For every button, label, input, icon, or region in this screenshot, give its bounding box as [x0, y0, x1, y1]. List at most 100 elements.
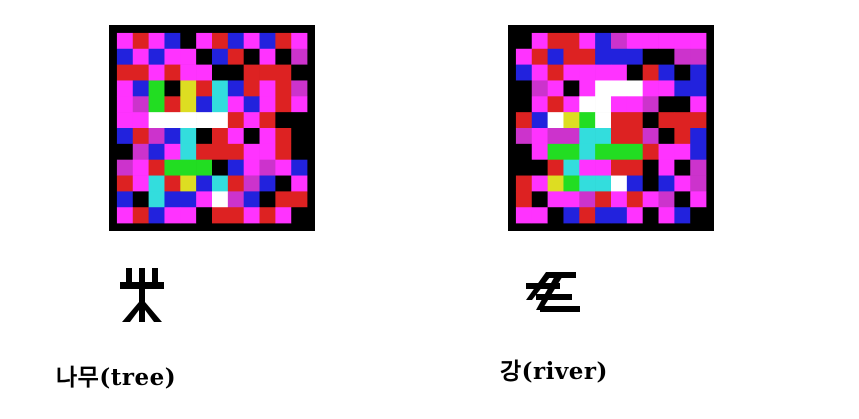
mosaic-cell: [164, 32, 181, 50]
mosaic-cell: [164, 159, 181, 176]
mosaic-cell: [515, 191, 533, 208]
mosaic-cell: [595, 128, 612, 145]
mosaic-cell: [674, 191, 691, 208]
mosaic-cell: [579, 143, 596, 160]
mosaic-cell: [243, 143, 260, 160]
mosaic-cell: [243, 48, 260, 65]
mosaic-cell: [626, 128, 643, 145]
mosaic-cell: [259, 96, 276, 113]
mosaic-cell: [180, 32, 197, 50]
mosaic-cell: [595, 48, 612, 65]
mosaic-cell: [259, 143, 276, 160]
mosaic-cell: [243, 80, 260, 97]
mosaic-cell: [563, 80, 580, 97]
mosaic-cell: [212, 191, 229, 208]
mosaic-cell: [164, 128, 181, 145]
mosaic-cell: [547, 80, 564, 97]
mosaic-cell: [180, 48, 197, 65]
mosaic-cell: [563, 143, 580, 160]
mosaic-cell: [563, 64, 580, 81]
mosaic-cell: [690, 128, 707, 145]
mosaic-cell: [180, 96, 197, 113]
mosaic-cell: [611, 32, 628, 50]
mosaic-cell: [180, 191, 197, 208]
mosaic-cell: [227, 64, 244, 81]
mosaic-cell: [148, 112, 165, 129]
mosaic-cell: [164, 175, 181, 192]
mosaic-cell: [515, 64, 533, 81]
mosaic-cell: [515, 159, 533, 176]
mosaic-cell: [674, 96, 691, 113]
mosaic-cell: [132, 207, 149, 224]
tree-mosaic-image: [109, 25, 315, 231]
mosaic-cell: [212, 32, 229, 50]
mosaic-cell: [275, 128, 292, 145]
mosaic-cell: [515, 175, 533, 192]
mosaic-cell: [291, 32, 308, 50]
mosaic-cell: [690, 48, 707, 65]
mosaic-cell: [658, 112, 675, 129]
mosaic-cell: [243, 159, 260, 176]
mosaic-cell: [196, 96, 213, 113]
mosaic-cell: [132, 112, 149, 129]
mosaic-cell: [132, 175, 149, 192]
mosaic-cell: [690, 80, 707, 97]
mosaic-cell: [547, 207, 564, 224]
mosaic-cell: [690, 112, 707, 129]
mosaic-cell: [563, 207, 580, 224]
mosaic-cell: [212, 64, 229, 81]
mosaic-cell: [579, 96, 596, 113]
mosaic-cell: [563, 175, 580, 192]
mosaic-cell: [291, 80, 308, 97]
mosaic-cell: [148, 80, 165, 97]
mosaic-cell: [275, 32, 292, 50]
mosaic-cell: [547, 96, 564, 113]
mosaic-cell: [275, 112, 292, 129]
mosaic-cell: [132, 143, 149, 160]
mosaic-cell: [642, 112, 659, 129]
mosaic-cell: [595, 143, 612, 160]
mosaic-cell: [595, 159, 612, 176]
mosaic-cell: [180, 112, 197, 129]
mosaic-cell: [626, 64, 643, 81]
mosaic-cell: [579, 32, 596, 50]
mosaic-cell: [196, 143, 213, 160]
mosaic-cell: [196, 64, 213, 81]
mosaic-cell: [180, 175, 197, 192]
mosaic-cell: [642, 191, 659, 208]
mosaic-cell: [275, 48, 292, 65]
tree-glyph-icon: [120, 268, 164, 322]
mosaic-cell: [180, 80, 197, 97]
mosaic-cell: [547, 159, 564, 176]
mosaic-cell: [275, 64, 292, 81]
mosaic-cell: [196, 80, 213, 97]
mosaic-cell: [515, 112, 533, 129]
mosaic-cell: [690, 159, 707, 176]
mosaic-cell: [164, 207, 181, 224]
mosaic-cell: [291, 175, 308, 192]
mosaic-cell: [642, 96, 659, 113]
mosaic-cell: [180, 207, 197, 224]
mosaic-cell: [243, 128, 260, 145]
mosaic-cell: [531, 159, 548, 176]
mosaic-cell: [690, 64, 707, 81]
mosaic-cell: [148, 143, 165, 160]
mosaic-cell: [227, 159, 244, 176]
mosaic-cell: [642, 143, 659, 160]
mosaic-cell: [611, 112, 628, 129]
mosaic-cell: [611, 191, 628, 208]
mosaic-cell: [626, 48, 643, 65]
mosaic-cell: [180, 128, 197, 145]
mosaic-cell: [243, 32, 260, 50]
mosaic-cell: [148, 64, 165, 81]
mosaic-cell: [148, 159, 165, 176]
mosaic-cell: [674, 48, 691, 65]
mosaic-cell: [658, 80, 675, 97]
mosaic-cell: [259, 175, 276, 192]
mosaic-cell: [227, 48, 244, 65]
mosaic-cell: [690, 191, 707, 208]
mosaic-cell: [531, 112, 548, 129]
mosaic-cell: [642, 128, 659, 145]
mosaic-cell: [626, 159, 643, 176]
mosaic-cell: [674, 159, 691, 176]
